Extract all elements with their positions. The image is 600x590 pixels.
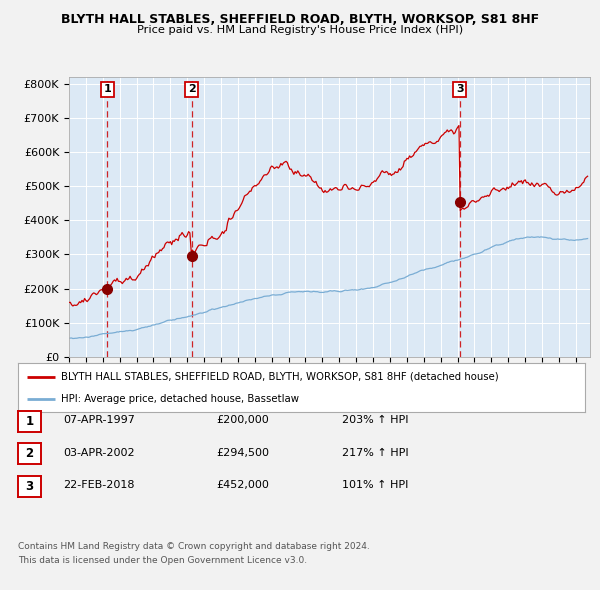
Text: £200,000: £200,000 xyxy=(216,415,269,425)
Text: 07-APR-1997: 07-APR-1997 xyxy=(63,415,135,425)
Text: HPI: Average price, detached house, Bassetlaw: HPI: Average price, detached house, Bass… xyxy=(61,394,299,404)
Text: 2: 2 xyxy=(25,447,34,460)
Text: 22-FEB-2018: 22-FEB-2018 xyxy=(63,480,134,490)
Text: 03-APR-2002: 03-APR-2002 xyxy=(63,448,134,457)
Text: 217% ↑ HPI: 217% ↑ HPI xyxy=(342,448,409,457)
Text: 2: 2 xyxy=(188,84,196,94)
Text: Price paid vs. HM Land Registry's House Price Index (HPI): Price paid vs. HM Land Registry's House … xyxy=(137,25,463,35)
Text: BLYTH HALL STABLES, SHEFFIELD ROAD, BLYTH, WORKSOP, S81 8HF (detached house): BLYTH HALL STABLES, SHEFFIELD ROAD, BLYT… xyxy=(61,372,498,382)
Text: 203% ↑ HPI: 203% ↑ HPI xyxy=(342,415,409,425)
Text: 3: 3 xyxy=(25,480,34,493)
Text: This data is licensed under the Open Government Licence v3.0.: This data is licensed under the Open Gov… xyxy=(18,556,307,565)
Text: 101% ↑ HPI: 101% ↑ HPI xyxy=(342,480,409,490)
Text: BLYTH HALL STABLES, SHEFFIELD ROAD, BLYTH, WORKSOP, S81 8HF: BLYTH HALL STABLES, SHEFFIELD ROAD, BLYT… xyxy=(61,13,539,26)
Text: £294,500: £294,500 xyxy=(216,448,269,457)
Text: £452,000: £452,000 xyxy=(216,480,269,490)
Text: Contains HM Land Registry data © Crown copyright and database right 2024.: Contains HM Land Registry data © Crown c… xyxy=(18,542,370,550)
Text: 1: 1 xyxy=(103,84,111,94)
Text: 3: 3 xyxy=(456,84,464,94)
Text: 1: 1 xyxy=(25,415,34,428)
